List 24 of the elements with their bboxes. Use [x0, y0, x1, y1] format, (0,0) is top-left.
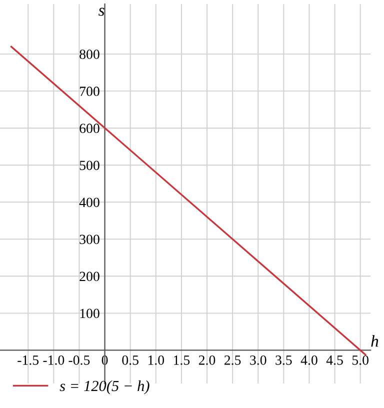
x-tick-label: 1.5: [174, 356, 190, 365]
x-tick-label: 4.0: [300, 355, 318, 365]
y-tick-label: 600: [80, 124, 100, 134]
x-tick-label: -1.0: [43, 355, 64, 365]
y-axis-title: s: [98, 8, 104, 16]
y-tick-label: 400: [79, 198, 100, 208]
y-tick-label: 100: [80, 308, 100, 318]
x-tick-label: 3.0: [250, 355, 266, 365]
x-tick-label: 1.0: [148, 355, 164, 365]
x-tick-label: -1.5: [18, 356, 39, 365]
y-tick-label: 500: [80, 160, 100, 170]
y-tick-label: 300: [80, 234, 100, 244]
x-tick-label: 2.5: [224, 356, 241, 365]
x-tick-label: -0.5: [68, 355, 90, 365]
x-tick-label: 4.5: [326, 356, 343, 365]
x-tick-label: 2.0: [198, 355, 216, 365]
x-tick-label: 5.0: [352, 355, 368, 365]
y-tick-label: 700: [80, 86, 100, 96]
y-tick-label: 800: [80, 50, 100, 60]
x-tick-label: 3.5: [276, 356, 292, 365]
legend-label: s = 120(5 − h): [60, 380, 150, 394]
x-tick-label: 0.5: [122, 355, 138, 365]
y-tick-label: 200: [80, 272, 100, 282]
x-axis-title: h: [371, 335, 378, 347]
